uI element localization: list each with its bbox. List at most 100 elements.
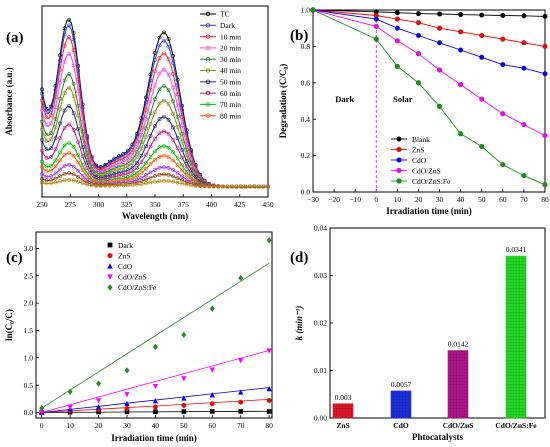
- spectrum-point: [166, 72, 171, 77]
- data-point-b: [521, 65, 527, 71]
- spectrum-point: [157, 154, 162, 159]
- spectrum-point: [139, 160, 144, 165]
- data-point-c: [153, 409, 158, 415]
- spectrum-point: [40, 127, 44, 132]
- data-point-b: [373, 36, 379, 42]
- spectrum-point: [116, 155, 121, 160]
- spectrum-point: [166, 37, 171, 41]
- legend-label-b: CdO/ZnS:Fe: [412, 177, 451, 186]
- spectrum-point: [180, 131, 185, 136]
- y-axis-label-a: Absorbance (a.u.): [4, 67, 14, 135]
- bar-zns: [332, 403, 354, 419]
- spectrum-point: [130, 152, 135, 157]
- spectrum-point: [80, 163, 85, 168]
- legend-marker-a: [205, 113, 211, 118]
- data-point-b: [479, 32, 485, 39]
- data-point-c: [238, 389, 244, 395]
- spectrum-point: [148, 180, 153, 185]
- spectrum-point: [243, 184, 248, 189]
- x-tick-label-a: 425: [234, 200, 246, 209]
- spectrum-point: [80, 181, 85, 186]
- x-tick-label-c: 0: [40, 421, 44, 430]
- x-tick-label-b: 40: [457, 195, 465, 204]
- data-point-c: [238, 399, 244, 405]
- legend-marker-a: [205, 11, 211, 17]
- legend-marker-b: [396, 157, 402, 163]
- spectrum-point: [67, 151, 72, 155]
- data-point-c: [124, 392, 130, 398]
- spectrum-point: [71, 178, 76, 183]
- spectrum-point: [53, 158, 58, 163]
- spectrum-point: [162, 144, 166, 148]
- x-tick-label-b: −30: [307, 195, 319, 204]
- spectrum-point: [238, 184, 243, 189]
- spectrum-point: [257, 184, 261, 189]
- spectrum-point: [153, 97, 157, 102]
- data-point-c: [238, 358, 244, 364]
- data-point-b: [436, 67, 443, 73]
- legend-marker-b: [396, 178, 402, 184]
- legend-marker-c: [107, 263, 113, 269]
- spectrum-point: [153, 167, 157, 172]
- spectrum-point: [166, 179, 171, 184]
- spectrum-point: [112, 172, 117, 176]
- spectrum-point: [116, 183, 121, 188]
- legend-label-a: 50 min: [220, 78, 241, 87]
- x-tick-label-c: 10: [66, 421, 74, 430]
- spectrum-point: [76, 169, 81, 173]
- spectrum-point: [112, 174, 117, 179]
- spectrum-point: [112, 166, 117, 171]
- legend-marker-b: [396, 167, 402, 174]
- data-point-c: [266, 398, 272, 403]
- spectrum-point: [44, 164, 49, 169]
- series-line-b: [312, 9, 546, 186]
- spectrum-point: [85, 166, 90, 171]
- spectrum-point: [85, 182, 90, 187]
- spectrum-point: [184, 177, 189, 182]
- legend-label-a: 60 min: [220, 89, 241, 98]
- data-point-c: [67, 388, 73, 395]
- legend-marker-a: [205, 23, 211, 28]
- y-tick-label-d: 0.03: [314, 271, 327, 280]
- spectrum-point: [180, 181, 185, 186]
- spectrum-point: [162, 114, 166, 119]
- spectrum-point: [135, 165, 139, 170]
- spectrum-point: [148, 162, 153, 167]
- x-tick-label-b: −10: [349, 195, 361, 204]
- x-tick-label-b: 10: [394, 195, 402, 204]
- spectrum-point: [67, 122, 72, 127]
- x-axis-label-d: Phtocatalysts: [412, 432, 463, 442]
- legend-marker-a: [205, 79, 211, 84]
- spectrum-point: [49, 181, 53, 186]
- spectrum-point: [76, 153, 81, 158]
- spectrum-point: [58, 80, 62, 85]
- spectrum-point: [58, 67, 62, 72]
- data-point-c: [181, 376, 187, 382]
- x-tick-label-c: 40: [152, 421, 160, 430]
- spectrum-point: [144, 152, 148, 157]
- spectrum-point: [53, 180, 58, 185]
- data-point-c: [96, 380, 102, 387]
- spectrum-point: [80, 136, 85, 141]
- spectrum-point: [103, 172, 108, 177]
- y-tick-label-d: 0.00: [314, 414, 327, 423]
- spectrum-point: [135, 150, 139, 155]
- spectrum-point: [98, 183, 103, 188]
- x-tick-label-b: 0: [374, 195, 378, 204]
- x-tick-label-c: 80: [265, 421, 273, 430]
- spectrum-point: [148, 87, 153, 92]
- spectrum-point: [49, 168, 53, 173]
- legend-label-a: 70 min: [220, 100, 241, 109]
- y-tick-label-d: 0.02: [314, 319, 327, 328]
- spectrum-point: [62, 43, 67, 48]
- spectrum-point: [139, 132, 144, 137]
- legend-marker-a: [205, 57, 211, 62]
- spectrum-point: [71, 48, 76, 52]
- spectrum-point: [229, 184, 234, 189]
- spectrum-point: [44, 169, 49, 173]
- x-tick-label-c: 70: [237, 421, 245, 430]
- legend-label-b: ZnS: [412, 145, 425, 154]
- data-point-c: [266, 386, 272, 392]
- spectrum-point: [62, 32, 67, 37]
- data-point-b: [521, 173, 527, 179]
